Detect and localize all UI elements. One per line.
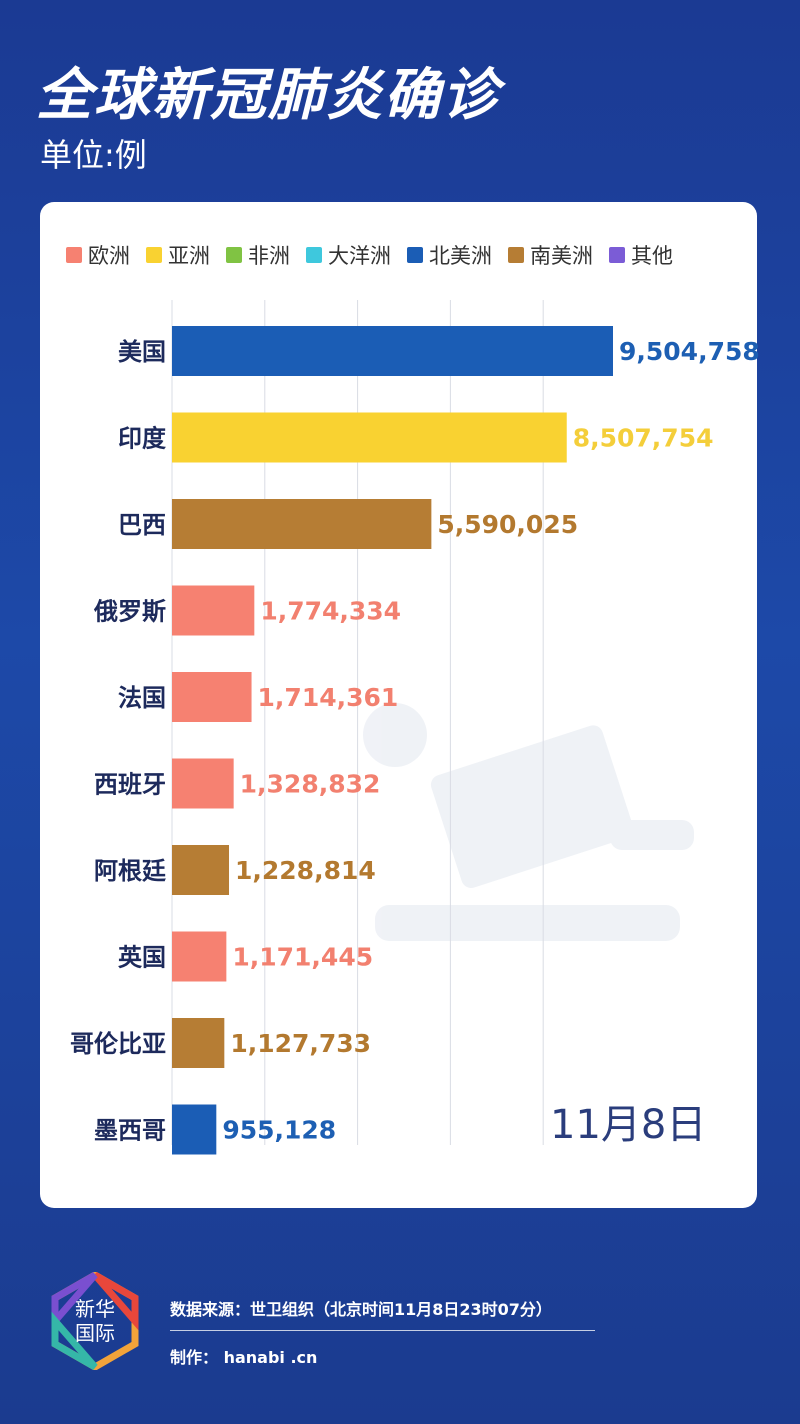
legend-swatch: [306, 247, 322, 263]
legend-label: 北美洲: [429, 244, 492, 268]
legend-item-oceania: 大洋洲: [306, 240, 391, 270]
legend-item-other: 其他: [609, 240, 673, 270]
bar: [172, 412, 567, 463]
bar: [172, 499, 432, 549]
category-label: 俄罗斯: [93, 598, 166, 626]
category-label: 阿根廷: [94, 857, 167, 885]
legend-swatch: [66, 247, 82, 263]
category-label: 哥伦比亚: [70, 1030, 166, 1058]
category-label: 西班牙: [94, 771, 166, 799]
data-label: 1,228,814: [235, 856, 376, 885]
bar: [172, 585, 255, 636]
data-label: 5,590,025: [437, 510, 578, 539]
value-labels: 9,504,758 8,507,754 5,590,025 1,774,334 1,71…: [222, 337, 759, 1145]
legend-label: 欧洲: [88, 244, 130, 268]
bar: [172, 845, 230, 895]
category-label: 法国: [118, 684, 166, 712]
unit-label: 单位:例: [40, 136, 147, 174]
page-title: 全球新冠肺炎确诊: [36, 63, 500, 128]
bar: [172, 326, 613, 376]
logo-text-line2: 国际: [75, 1321, 115, 1345]
category-label: 墨西哥: [94, 1117, 166, 1145]
chart-legend: 欧洲 亚洲 非洲 大洋洲 北美洲 南美洲 其他: [66, 240, 673, 270]
bar: [172, 1018, 225, 1068]
category-label: 英国: [118, 944, 166, 972]
legend-item-south-america: 南美洲: [508, 240, 593, 270]
bars-group: [172, 326, 613, 1155]
legend-item-europe: 欧洲: [66, 240, 130, 270]
legend-label: 南美洲: [530, 244, 593, 268]
data-label: 8,507,754: [573, 424, 714, 453]
date-label: 11月8日: [550, 1102, 707, 1148]
legend-swatch: [508, 247, 524, 263]
data-label: 1,774,334: [260, 597, 401, 626]
legend-swatch: [146, 247, 162, 263]
logo-text-line1: 新华: [75, 1297, 115, 1321]
data-label: 1,328,832: [240, 770, 381, 799]
data-source: 数据来源：世卫组织（北京时间11月8日23时07分）: [170, 1300, 552, 1319]
footer-divider: [170, 1330, 595, 1331]
data-label: 1,714,361: [258, 683, 399, 712]
data-label: 9,504,758: [619, 337, 760, 366]
legend-swatch: [226, 247, 242, 263]
bar: [172, 758, 234, 809]
bar: [172, 1104, 217, 1155]
data-label: 1,171,445: [232, 943, 373, 972]
watermark-graphic: [363, 703, 694, 941]
legend-swatch: [407, 247, 423, 263]
legend-label: 其他: [631, 244, 673, 268]
legend-swatch: [609, 247, 625, 263]
bar: [172, 931, 227, 982]
data-label: 955,128: [222, 1116, 336, 1145]
legend-label: 亚洲: [168, 244, 210, 268]
data-label: 1,127,733: [230, 1029, 371, 1058]
category-label: 印度: [118, 425, 167, 453]
category-label: 巴西: [118, 511, 166, 539]
legend-label: 非洲: [248, 244, 290, 268]
legend-item-north-america: 北美洲: [407, 240, 492, 270]
credit-line: 制作： hanabi .cn: [170, 1348, 318, 1367]
category-label: 美国: [118, 338, 166, 366]
legend-label: 大洋洲: [328, 244, 391, 268]
legend-item-africa: 非洲: [226, 240, 290, 270]
xinhua-logo: 新华 国际: [51, 1272, 139, 1370]
bar: [172, 672, 252, 722]
legend-item-asia: 亚洲: [146, 240, 210, 270]
